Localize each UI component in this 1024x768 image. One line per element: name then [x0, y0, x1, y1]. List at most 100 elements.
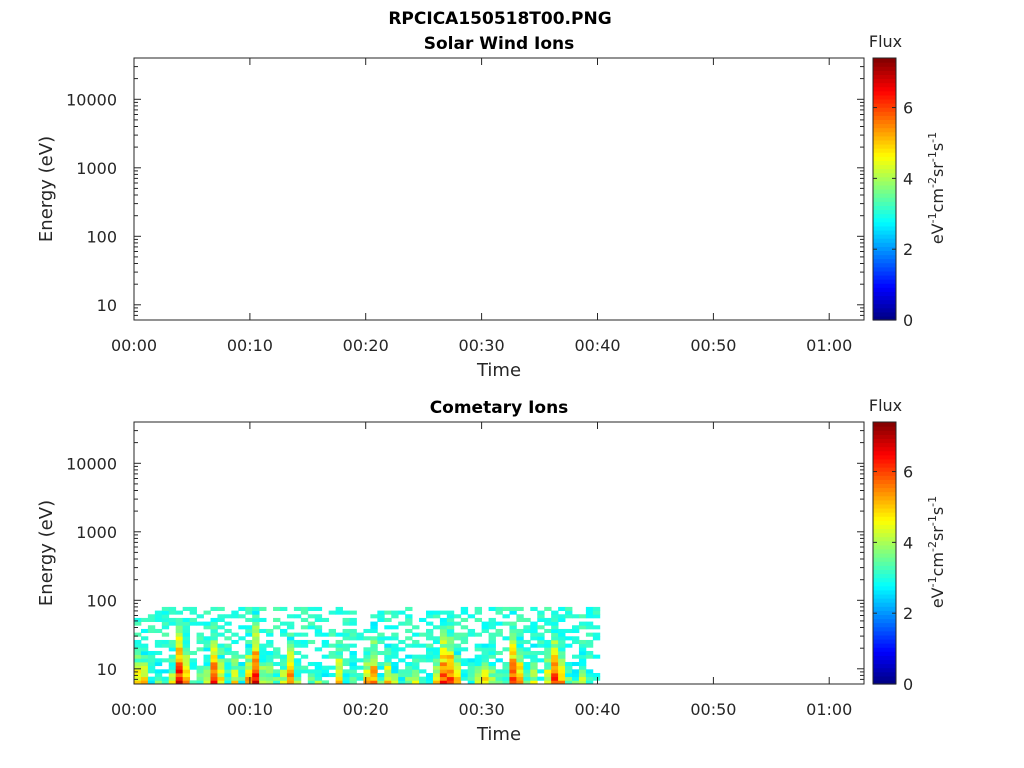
heatmap-cell	[537, 625, 545, 630]
heatmap-cell	[217, 643, 225, 648]
heatmap-cell	[196, 669, 204, 674]
heatmap-cell	[314, 680, 323, 685]
heatmap-cell	[572, 654, 580, 659]
heatmap-cell	[537, 617, 545, 622]
heatmap-cell	[134, 632, 142, 637]
heatmap-cell	[432, 665, 441, 670]
heatmap-cell	[286, 636, 295, 641]
heatmap-cell	[439, 621, 448, 626]
colorbar-unit-base: s	[928, 143, 947, 151]
heatmap-cell	[446, 672, 455, 678]
heatmap-cell	[384, 617, 392, 622]
heatmap-cell	[252, 643, 260, 648]
heatmap-cell	[307, 614, 316, 619]
heatmap-cell	[335, 658, 343, 663]
heatmap-cell	[551, 617, 559, 622]
heatmap-cell	[349, 636, 357, 641]
heatmap-cell	[370, 647, 378, 652]
heatmap-cell	[182, 617, 191, 622]
heatmap-cell	[405, 661, 413, 667]
colorbar-segment	[873, 671, 896, 677]
heatmap-cell	[245, 658, 253, 663]
heatmap-cell	[342, 658, 350, 663]
heatmap-cell	[349, 632, 357, 637]
heatmap-cell	[460, 647, 469, 652]
heatmap-cell	[405, 665, 413, 670]
heatmap-cell	[432, 650, 441, 656]
heatmap-cell	[412, 643, 420, 648]
colorbar-segment	[873, 454, 896, 460]
heatmap-cell	[488, 661, 496, 667]
heatmap-cell	[231, 669, 239, 674]
heatmap-cell	[377, 636, 385, 641]
heatmap-cell	[453, 676, 462, 681]
heatmap-cell	[544, 676, 552, 681]
panel-1: Solar Wind Ions 10 100 1000 10000 Energy (eV)…	[36, 32, 947, 381]
heatmap-cell	[467, 632, 476, 637]
heatmap-cell	[432, 636, 441, 641]
heatmap-cell	[328, 654, 337, 659]
x-tick-label: 00:40	[574, 700, 620, 719]
heatmap-cell	[217, 606, 225, 611]
heatmap-cell	[224, 636, 232, 641]
colorbar-segment	[873, 148, 896, 153]
heatmap-cell	[530, 632, 538, 637]
heatmap-cell	[252, 610, 260, 615]
y-tick-label: 10	[97, 660, 117, 679]
colorbar-segment	[873, 225, 896, 231]
heatmap-cell	[446, 625, 455, 630]
colorbar-segment	[873, 246, 896, 251]
colorbar-segment	[873, 507, 896, 513]
heatmap-cell	[134, 676, 142, 681]
heatmap-cell	[259, 661, 267, 667]
heatmap-cell	[398, 639, 406, 645]
heatmap-cell	[530, 628, 538, 634]
heatmap-cell	[328, 643, 337, 648]
heatmap-cell	[238, 654, 246, 659]
colorbar-tick-label: 2	[903, 604, 913, 623]
heatmap-cell	[140, 628, 149, 634]
heatmap-cell	[391, 643, 399, 648]
heatmap-cell	[161, 632, 170, 637]
heatmap-cell	[203, 647, 211, 652]
heatmap-cell	[558, 647, 566, 652]
heatmap-cell	[509, 606, 517, 611]
heatmap-cell	[182, 680, 191, 685]
heatmap-cell	[446, 669, 455, 674]
heatmap-cell	[175, 665, 184, 670]
heatmap-cell	[592, 610, 601, 615]
heatmap-cell	[238, 661, 246, 667]
colorbar-segment	[873, 606, 896, 611]
colorbar-segment	[873, 115, 896, 120]
heatmap-cell	[384, 647, 392, 652]
heatmap-cell	[259, 617, 267, 622]
colorbar-segment	[873, 307, 896, 313]
heatmap-cell	[391, 632, 399, 637]
heatmap-cell	[300, 632, 309, 637]
heatmap-cell	[154, 628, 163, 634]
colorbar-segment	[873, 471, 896, 476]
heatmap-cell	[530, 676, 538, 681]
heatmap-cell	[224, 672, 232, 678]
heatmap-cell	[516, 658, 524, 663]
heatmap-cell	[349, 650, 357, 656]
heatmap-cell	[286, 669, 295, 674]
heatmap-cell	[523, 680, 531, 685]
heatmap-cell	[335, 610, 343, 615]
heatmap-cell	[307, 661, 316, 667]
heatmap-cell	[391, 680, 399, 685]
heatmap-cell	[495, 676, 503, 681]
heatmap-cell	[426, 610, 434, 615]
heatmap-cell	[460, 617, 469, 622]
heatmap-cell	[342, 610, 350, 615]
heatmap-cell	[293, 669, 302, 674]
y-tick-label: 10000	[66, 90, 117, 109]
heatmap-cell	[154, 676, 163, 681]
heatmap-cell	[273, 625, 281, 630]
heatmap-cell	[259, 654, 267, 659]
heatmap-cell	[481, 654, 489, 659]
heatmap-cell	[439, 643, 448, 648]
colorbar-segment	[873, 589, 896, 595]
axes-box	[133, 57, 865, 321]
heatmap-cell	[509, 639, 517, 645]
